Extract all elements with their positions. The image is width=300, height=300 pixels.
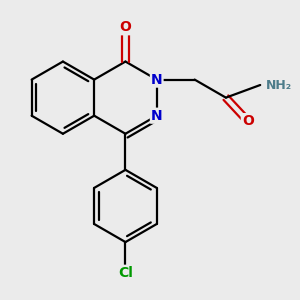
Text: O: O	[119, 20, 131, 34]
Text: O: O	[242, 114, 254, 128]
Text: Cl: Cl	[118, 266, 133, 280]
Text: NH₂: NH₂	[266, 79, 292, 92]
Text: N: N	[151, 109, 163, 123]
Text: N: N	[151, 73, 163, 87]
